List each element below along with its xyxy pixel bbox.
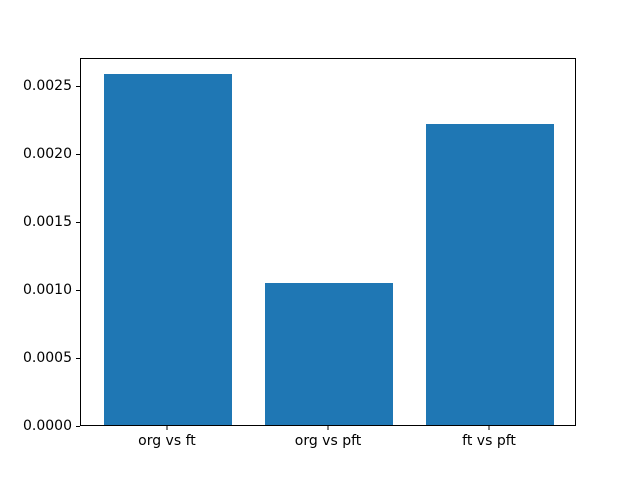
y-tick-mark	[76, 221, 80, 223]
y-tick-label: 0.0015	[23, 213, 72, 230]
x-tick-label: org vs ft	[138, 433, 196, 449]
y-tick-mark	[76, 153, 80, 155]
x-tick-label: ft vs pft	[462, 433, 516, 449]
x-tick-mark	[166, 426, 168, 430]
y-tick-label: 0.0005	[23, 349, 72, 366]
x-tick-mark	[488, 426, 490, 430]
y-tick-label: 0.0025	[23, 77, 72, 94]
y-tick-label: 0.0010	[23, 281, 72, 298]
y-tick-mark	[76, 289, 80, 291]
bar-ft-vs-pft	[425, 124, 555, 425]
axes	[80, 57, 576, 426]
y-tick-mark	[76, 426, 80, 427]
bar-org-vs-ft	[103, 73, 233, 425]
x-tick-mark	[327, 426, 329, 430]
y-tick-label: 0.0000	[23, 418, 72, 434]
y-tick-label: 0.0020	[23, 145, 72, 162]
y-tick-mark	[76, 85, 80, 87]
y-tick-mark	[76, 357, 80, 359]
x-tick-label: org vs pft	[294, 433, 362, 449]
bar-org-vs-pft	[264, 283, 394, 425]
